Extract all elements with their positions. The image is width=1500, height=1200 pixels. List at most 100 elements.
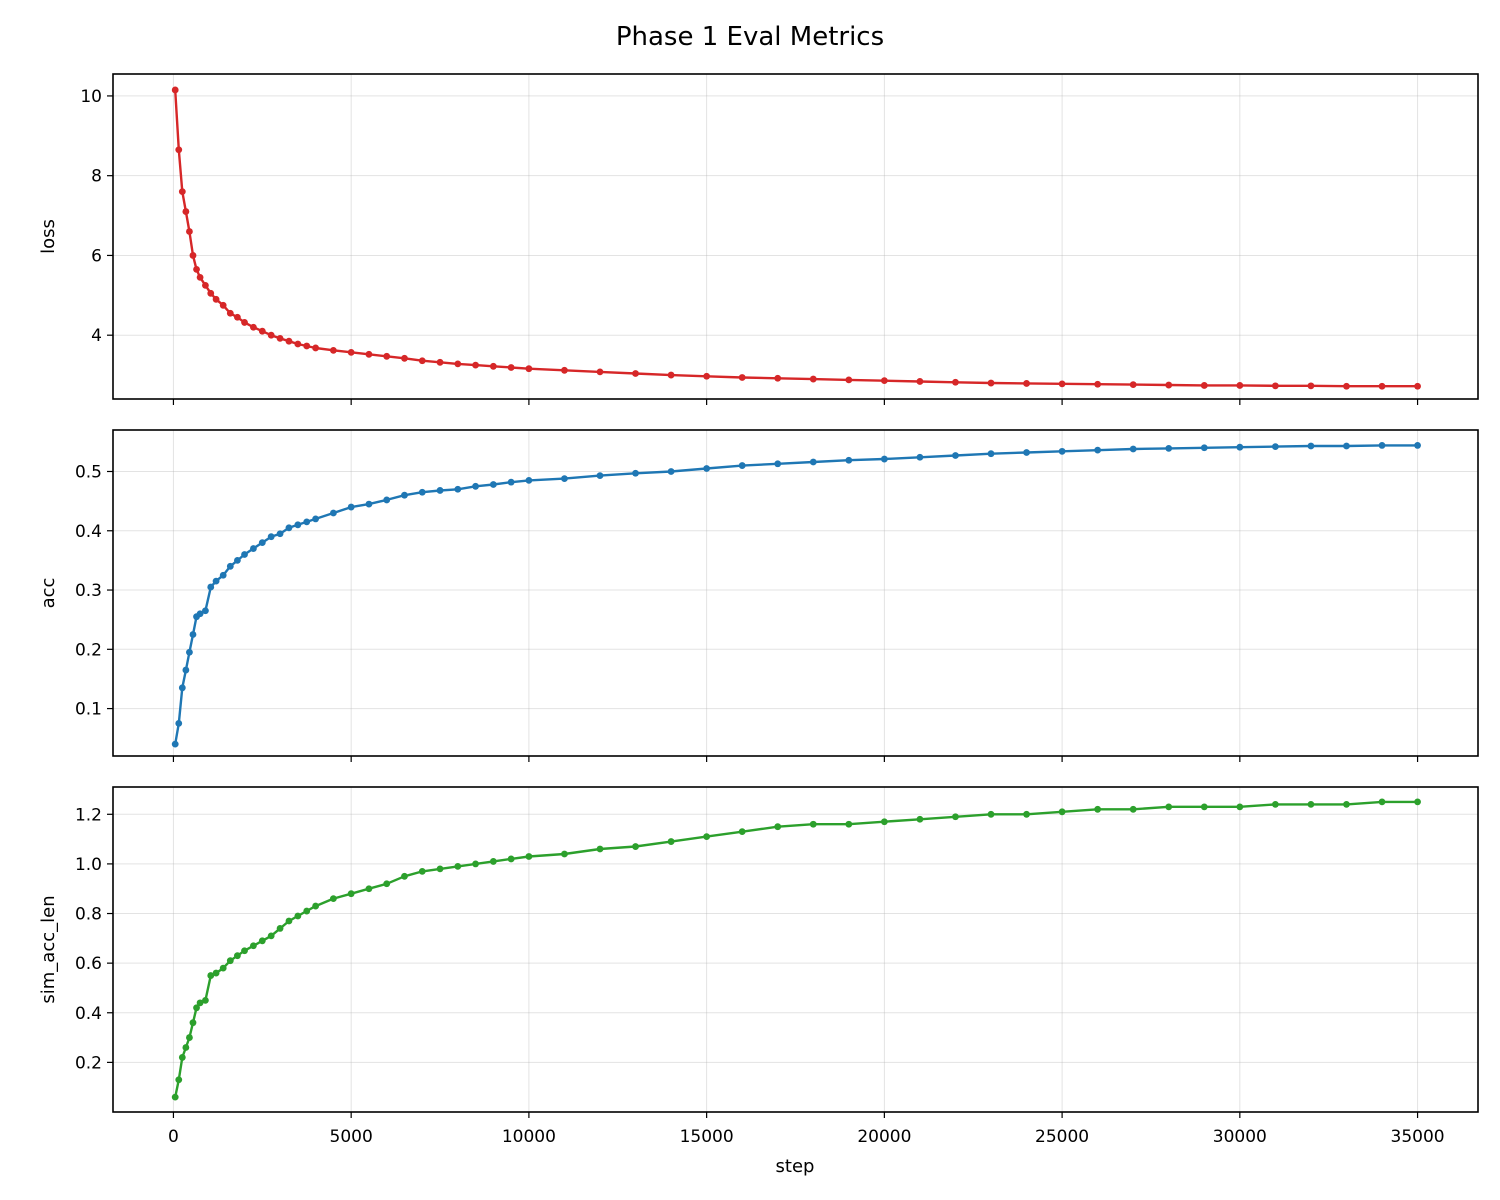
acc-data-point [454, 485, 462, 493]
loss-data-point [489, 362, 497, 370]
y-tick-label: 1.2 [75, 805, 102, 825]
acc-data-point [916, 453, 924, 461]
acc-data-point [171, 740, 179, 748]
loss-data-point [1023, 380, 1030, 387]
sim_acc_len-data-point [202, 996, 209, 1004]
sim_acc_len-data-point [178, 1054, 186, 1061]
sim_acc_len-data-point [196, 999, 204, 1007]
sim_acc_len-data-point [212, 969, 220, 977]
loss-data-point [219, 301, 227, 309]
acc-data-point [1058, 447, 1066, 455]
acc-data-point [347, 503, 355, 511]
sim_acc_len-data-point [525, 853, 533, 860]
loss-data-point [738, 374, 746, 381]
acc-data-point [207, 583, 215, 591]
y-tick-label: 4 [91, 326, 102, 346]
loss-data-point [207, 289, 215, 297]
x-tick-label: 20000 [857, 1127, 911, 1147]
acc-data-point [189, 631, 197, 638]
acc-data-point [703, 465, 711, 472]
sim_acc_len-data-point [809, 820, 817, 828]
loss-data-point [1378, 382, 1386, 390]
loss-series-line [174, 89, 1418, 388]
sim_acc_len-data-point [207, 972, 215, 979]
acc-data-point [329, 509, 337, 517]
loss-data-point [845, 376, 853, 384]
loss-data-point [1236, 382, 1244, 389]
sim_acc_len-data-point [1236, 803, 1244, 811]
loss-data-point [1058, 380, 1066, 388]
loss-data-point [667, 371, 675, 379]
y-axis-label: acc [38, 578, 59, 609]
acc-data-point [303, 518, 311, 526]
acc-data-point [507, 478, 515, 486]
sim_acc_len-data-point [267, 932, 275, 940]
acc-data-point [809, 458, 817, 466]
sim_acc_len-data-point [171, 1093, 179, 1101]
y-tick-label: 0.3 [75, 581, 102, 601]
acc-data-point [1236, 443, 1244, 451]
sim_acc_len-data-point [667, 838, 675, 845]
loss-data-point [285, 337, 293, 345]
acc-data-point [294, 521, 302, 529]
sim_acc_len-data-point [175, 1076, 183, 1084]
loss-data-point [1094, 380, 1102, 388]
acc-series-line [174, 444, 1418, 745]
sim_acc_len-data-point [1200, 803, 1208, 811]
acc-data-point [383, 496, 391, 504]
loss-data-point [1307, 382, 1315, 390]
loss-data-point [267, 331, 275, 339]
y-tick-label: 0.2 [75, 1053, 102, 1073]
acc-data-point [561, 475, 568, 483]
loss-data-point [418, 357, 426, 365]
loss-data-point [193, 265, 200, 273]
acc-data-point [1307, 442, 1315, 450]
acc-data-point [1414, 442, 1421, 449]
loss-data-point [250, 323, 257, 331]
acc-data-point [738, 462, 746, 469]
sim_acc_len-data-point [276, 925, 284, 932]
loss-data-point [234, 313, 241, 321]
loss-data-point [703, 372, 711, 380]
acc-data-point [219, 571, 227, 579]
acc-data-point [1200, 444, 1208, 452]
sim_acc_len-data-point [303, 907, 311, 915]
sim_acc_len-data-point [436, 865, 444, 873]
y-tick-label: 0.2 [75, 640, 102, 660]
sim_acc_len-data-point [703, 833, 711, 841]
acc-data-point [987, 450, 995, 458]
sim_acc_len-series-line [174, 800, 1418, 1098]
acc-data-point [952, 452, 959, 459]
panel-loss: 4 6 8 10 loss [38, 73, 1479, 405]
loss-data-point [1129, 381, 1137, 389]
y-tick-label: 0.6 [75, 954, 102, 974]
acc-data-point [276, 530, 284, 538]
loss-data-point [178, 188, 186, 196]
sim_acc_len-data-point [1165, 803, 1173, 811]
loss-data-point [276, 334, 284, 342]
acc-data-point [774, 460, 782, 468]
y-tick-label: 0.8 [75, 905, 102, 925]
loss-data-point [472, 361, 479, 369]
loss-data-point [329, 346, 337, 354]
acc-data-point [267, 533, 275, 541]
acc-data-point [667, 468, 675, 475]
sim_acc_len-data-point [507, 855, 515, 863]
sim_acc_len-data-point [418, 867, 426, 875]
loss-data-point [507, 364, 515, 371]
acc-data-point [1343, 442, 1350, 450]
sim_acc_len-data-point [1271, 800, 1279, 808]
loss-data-point [312, 344, 320, 352]
sim_acc_len-data-point [880, 818, 888, 826]
loss-data-point [365, 350, 373, 358]
loss-data-point [401, 354, 408, 362]
y-tick-label: 0.1 [75, 700, 102, 720]
loss-data-point [175, 146, 183, 154]
acc-data-point [1165, 444, 1173, 452]
acc-data-point [880, 455, 888, 463]
loss-data-point [294, 340, 302, 348]
loss-data-point [809, 375, 817, 383]
sim_acc_len-data-point [738, 828, 746, 836]
x-tick-label: 10000 [502, 1127, 556, 1147]
acc-data-point [226, 562, 234, 570]
